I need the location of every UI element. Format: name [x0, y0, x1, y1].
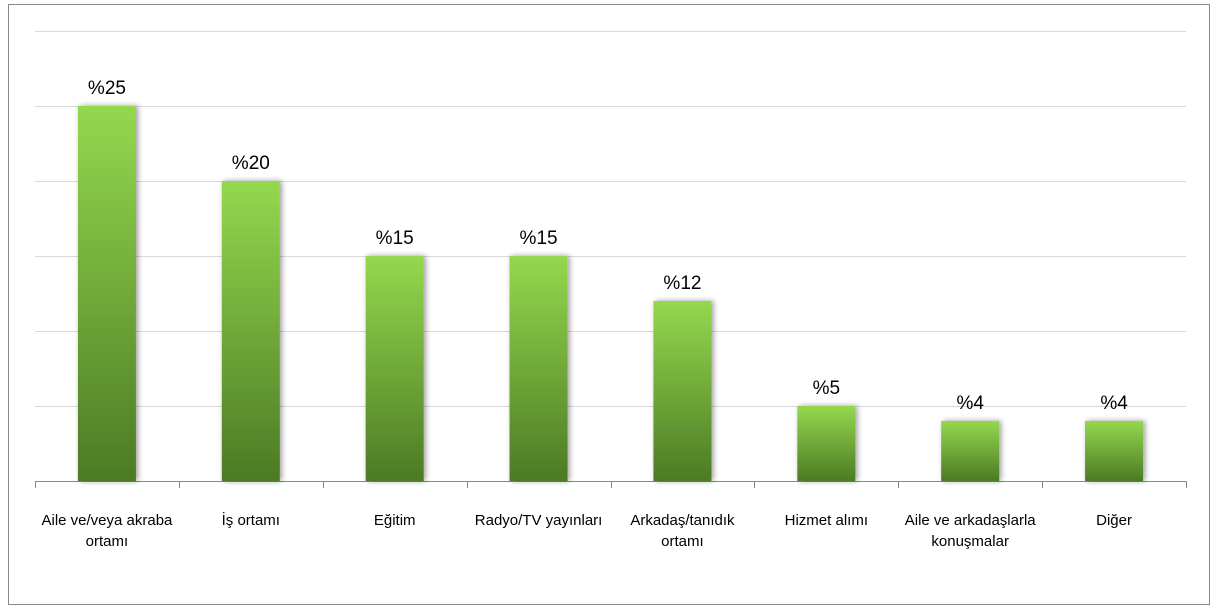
- value-label: %15: [520, 228, 558, 249]
- bar: [221, 181, 280, 481]
- x-tick-label: Arkadaş/tanıdık ortamı: [630, 512, 735, 550]
- value-label: %12: [663, 273, 701, 294]
- value-label: %4: [956, 393, 984, 414]
- x-tick-label: Diğer: [1096, 512, 1132, 529]
- bar: [797, 406, 856, 481]
- x-tick-label: Radyo/TV yayınları: [474, 512, 603, 529]
- value-label: %25: [88, 78, 126, 99]
- bar: [509, 256, 568, 481]
- value-label: %5: [813, 378, 840, 399]
- x-tick-label: Aile ve arkadaşlarla konuşmalar: [904, 512, 1036, 550]
- value-label: %15: [376, 228, 414, 249]
- x-tick-label: İş ortamı: [221, 512, 280, 529]
- x-tick-label: Hizmet alımı: [784, 512, 868, 529]
- bar: [941, 421, 1000, 481]
- bar: [653, 301, 712, 481]
- bar: [77, 106, 136, 481]
- value-label: %4: [1100, 393, 1128, 414]
- x-tick-label: Aile ve/veya akraba ortamı: [41, 512, 173, 550]
- bar: [1085, 421, 1144, 481]
- x-tick-label: Eğitim: [373, 512, 416, 529]
- value-label: %20: [232, 153, 270, 174]
- border: [8, 4, 1210, 605]
- bar: [365, 256, 424, 481]
